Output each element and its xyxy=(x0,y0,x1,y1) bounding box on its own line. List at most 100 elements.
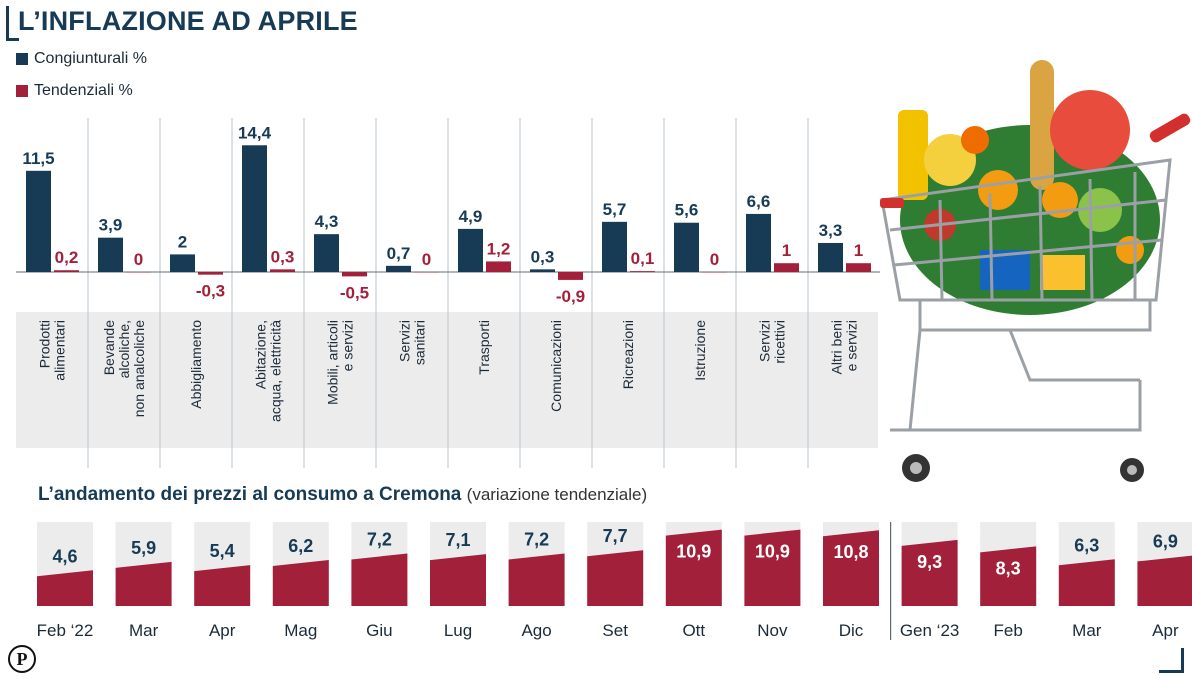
legend-swatch-congiunturali xyxy=(16,53,28,65)
bar-congiunturali xyxy=(314,234,339,272)
label-tendenziali: 1 xyxy=(854,241,863,260)
page-title: L’INFLAZIONE AD APRILE xyxy=(18,6,358,36)
label-congiunturali: 11,5 xyxy=(22,149,54,168)
month-value-label: 7,7 xyxy=(603,526,628,546)
month-bar xyxy=(37,570,93,606)
category-label: alimentari xyxy=(52,320,68,381)
label-tendenziali: 0 xyxy=(422,250,431,269)
bar-tendenziali xyxy=(630,271,655,272)
month-bar xyxy=(508,553,565,606)
category-label: alcoliche, xyxy=(116,320,132,378)
month-value-label: 10,9 xyxy=(755,542,790,562)
month-label: Apr xyxy=(209,621,236,640)
bar-tendenziali xyxy=(342,272,367,277)
month-panel xyxy=(194,522,251,606)
category-label: Altri beni xyxy=(829,320,845,374)
month-bar xyxy=(901,539,958,606)
bar-tendenziali xyxy=(486,261,511,272)
bar-tendenziali xyxy=(54,270,79,272)
label-congiunturali: 14,4 xyxy=(238,123,272,142)
month-panel xyxy=(351,522,408,606)
month-value-label: 5,4 xyxy=(210,541,235,561)
month-value-label: 10,9 xyxy=(676,542,711,562)
category-label: Abitazione, xyxy=(253,320,269,389)
month-value-label: 6,3 xyxy=(1074,535,1099,555)
month-bar xyxy=(194,565,251,606)
month-label: Nov xyxy=(757,621,788,640)
month-panel xyxy=(980,522,1037,606)
label-tendenziali: 0,3 xyxy=(271,247,295,266)
month-value-label: 6,9 xyxy=(1153,531,1178,551)
month-bar xyxy=(665,529,722,606)
month-bar xyxy=(823,530,879,606)
month-panel xyxy=(508,522,565,606)
label-tendenziali: 0 xyxy=(710,250,719,269)
label-tendenziali: -0,3 xyxy=(196,282,225,301)
label-tendenziali: 1 xyxy=(782,241,791,260)
month-label: Ott xyxy=(682,621,705,640)
bar-congiunturali xyxy=(386,265,411,272)
cart-goods xyxy=(898,60,1160,315)
month-value-label: 4,6 xyxy=(52,546,77,566)
month-panel xyxy=(901,522,958,606)
category-label: e servizi xyxy=(844,320,860,371)
bar-congiunturali xyxy=(674,222,699,272)
legend-congiunturali: Congiunturali % xyxy=(16,50,147,68)
month-bar xyxy=(1058,559,1115,606)
legend-label-congiunturali: Congiunturali % xyxy=(34,50,147,67)
month-label: Mar xyxy=(1072,621,1102,640)
month-bar xyxy=(744,529,801,606)
month-label: Giu xyxy=(366,621,392,640)
section-subtitle: L’andamento dei prezzi al consumo a Crem… xyxy=(38,484,647,506)
month-value-label: 9,3 xyxy=(917,552,942,572)
month-bar xyxy=(272,559,329,606)
corner-mark xyxy=(1159,648,1184,673)
month-panel xyxy=(587,522,644,606)
month-bar xyxy=(351,553,408,606)
bar-tendenziali xyxy=(846,263,871,272)
category-label: non analcoliche xyxy=(131,320,147,418)
month-bar xyxy=(115,561,172,606)
label-tendenziali: 0,2 xyxy=(55,248,79,267)
legend-swatch-tendenziali xyxy=(16,85,28,97)
bar-congiunturali xyxy=(602,221,627,272)
label-congiunturali: 5,6 xyxy=(675,201,699,220)
label-tendenziali: 0,1 xyxy=(631,249,655,268)
category-bar-chart: 11,5 0,2 Prodotti alimentari 3,9 0 Bevande alco… xyxy=(16,118,880,468)
bar-congiunturali xyxy=(242,145,267,272)
bar-tendenziali xyxy=(702,272,727,273)
month-panel xyxy=(430,522,486,606)
month-label: Set xyxy=(602,621,628,640)
month-bar xyxy=(587,550,644,606)
month-panel xyxy=(665,522,722,606)
subtitle-main: L’andamento dei prezzi al consumo a Crem… xyxy=(38,484,462,505)
month-value-label: 8,3 xyxy=(996,558,1021,578)
bar-congiunturali xyxy=(458,228,483,272)
bar-tendenziali xyxy=(126,272,151,273)
label-tendenziali: -0,5 xyxy=(340,283,369,302)
bar-congiunturali xyxy=(170,254,195,272)
cart-frame xyxy=(880,158,1172,432)
legend-tendenziali: Tendenziali % xyxy=(16,82,133,100)
label-congiunturali: 4,9 xyxy=(459,207,483,226)
month-label: Apr xyxy=(1152,621,1179,640)
category-label: Bevande xyxy=(101,320,117,375)
month-value-label: 5,9 xyxy=(131,538,156,558)
bar-tendenziali xyxy=(774,263,799,272)
month-label: Ago xyxy=(521,621,551,640)
category-label: sanitari xyxy=(412,320,428,365)
month-value-label: 7,2 xyxy=(367,529,392,549)
bar-congiunturali xyxy=(530,269,555,272)
label-congiunturali: 6,6 xyxy=(747,192,771,211)
month-bar xyxy=(980,546,1037,606)
label-congiunturali: 0,7 xyxy=(387,244,411,263)
category-label: acqua, elettricità xyxy=(268,320,284,422)
category-label: Istruzione xyxy=(692,320,708,381)
bar-congiunturali xyxy=(818,242,843,272)
label-congiunturali: 5,7 xyxy=(603,200,627,219)
month-panel xyxy=(744,522,801,606)
category-label: e servizi xyxy=(340,320,356,371)
category-label: Servizi xyxy=(397,320,413,362)
bar-congiunturali xyxy=(746,213,771,272)
legend-label-tendenziali: Tendenziali % xyxy=(34,82,133,99)
